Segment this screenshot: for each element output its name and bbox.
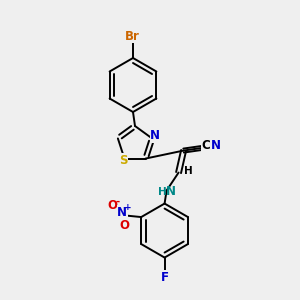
Text: S: S: [119, 154, 128, 167]
Text: N: N: [166, 185, 176, 198]
Text: O: O: [107, 199, 117, 212]
Text: H: H: [184, 166, 193, 176]
Text: -: -: [115, 197, 119, 207]
Text: O: O: [119, 219, 129, 232]
Text: C: C: [201, 139, 210, 152]
Text: N: N: [150, 129, 160, 142]
Text: N: N: [211, 139, 220, 152]
Text: F: F: [160, 271, 169, 284]
Text: H: H: [158, 187, 167, 196]
Text: +: +: [124, 202, 132, 211]
Text: Br: Br: [124, 29, 140, 43]
Text: N: N: [117, 206, 127, 219]
